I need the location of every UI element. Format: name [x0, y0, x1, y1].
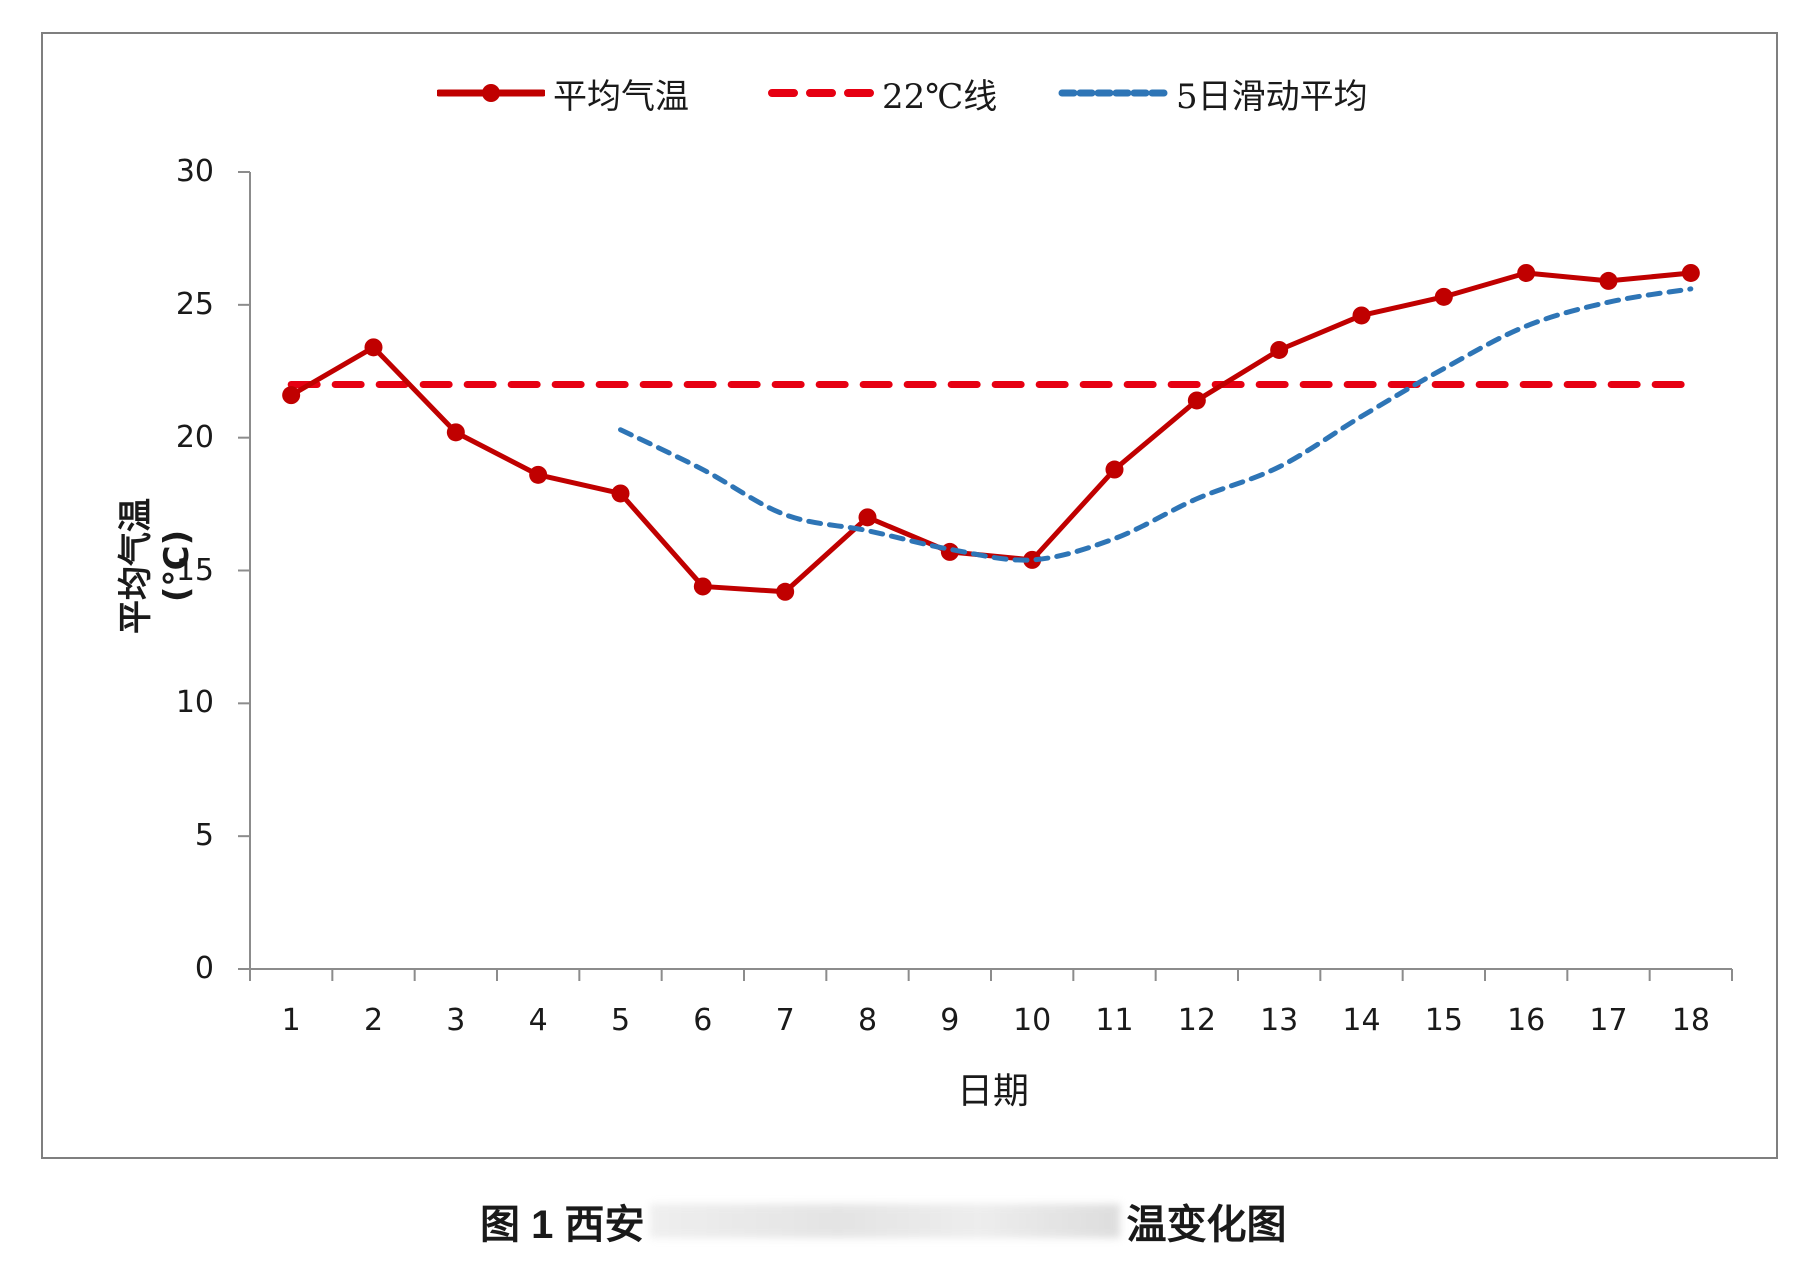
data-point-marker: [611, 484, 630, 503]
legend-item-5day-ma: 5日滑动平均: [1058, 68, 1368, 118]
legend-label: 22℃线: [882, 76, 998, 117]
dashed-line-icon: [768, 89, 874, 97]
x-tick-label: 16: [1507, 1003, 1546, 1038]
data-point-marker: [364, 338, 383, 357]
caption-redacted-region: [650, 1204, 1121, 1238]
data-point-marker: [693, 577, 712, 596]
x-tick-label: 6: [693, 1003, 713, 1038]
x-tick-label: 13: [1260, 1003, 1299, 1038]
x-tick-label: 18: [1671, 1003, 1710, 1038]
data-point-marker: [446, 423, 465, 442]
data-point-marker: [1352, 306, 1371, 325]
y-tick-label: 15: [175, 553, 214, 588]
x-tick-label: 12: [1177, 1003, 1216, 1038]
legend-item-avg-temp: 平均气温: [437, 68, 689, 118]
x-tick-label: 5: [610, 1003, 631, 1038]
data-point-marker: [1023, 550, 1042, 569]
data-point-marker: [282, 386, 301, 405]
caption-prefix: 图 1 西安: [480, 1203, 645, 1247]
moving-average-line: [618, 286, 1694, 563]
data-point-marker: [1434, 287, 1453, 306]
x-tick-label: 17: [1589, 1003, 1628, 1038]
chart-frame: [41, 32, 1778, 1159]
x-tick-label: 8: [857, 1003, 878, 1038]
legend-item-22c-line: 22℃线: [768, 68, 997, 118]
legend-label: 5日滑动平均: [1176, 76, 1368, 117]
x-tick-label: 11: [1095, 1003, 1134, 1038]
y-tick-label: 20: [175, 420, 214, 455]
legend-label: 平均气温: [553, 76, 689, 117]
data-point-marker: [858, 508, 877, 527]
x-tick-label: 3: [446, 1003, 466, 1038]
y-axis-title: 平均气温(℃): [116, 498, 197, 634]
x-tick-label: 4: [528, 1003, 548, 1038]
x-tick-label: 10: [1013, 1003, 1052, 1038]
y-tick-label: 30: [175, 154, 214, 189]
x-tick-label: 15: [1424, 1003, 1463, 1038]
data-point-marker: [1599, 271, 1618, 290]
data-point-marker: [1187, 391, 1206, 410]
data-point-marker: [529, 465, 548, 484]
y-tick-label: 5: [194, 818, 214, 853]
data-point-marker: [1681, 263, 1700, 282]
data-point-marker: [1517, 263, 1536, 282]
x-tick-label: 2: [363, 1003, 384, 1038]
data-point-marker: [776, 582, 795, 601]
data-point-marker: [1105, 460, 1124, 479]
y-tick-label: 0: [194, 951, 214, 986]
x-tick-label: 14: [1342, 1003, 1381, 1038]
solid-line-marker-icon: [437, 84, 545, 102]
data-point-marker: [1270, 340, 1289, 359]
x-tick-label: 9: [940, 1003, 960, 1038]
y-tick-label: 25: [175, 287, 214, 322]
x-tick-label: 1: [281, 1003, 301, 1038]
dotted-line-icon: [1058, 89, 1168, 97]
x-tick-label: 7: [775, 1003, 795, 1038]
avg-temp-line: [289, 270, 1692, 595]
caption-suffix: 温变化图: [1126, 1203, 1287, 1247]
figure-caption: 图 1 西安 温变化图: [480, 1196, 1286, 1247]
y-tick-label: 10: [175, 685, 214, 720]
x-axis-title: 日期: [956, 1071, 1029, 1112]
legend: 平均气温 22℃线 5日滑动平均: [0, 68, 1808, 118]
